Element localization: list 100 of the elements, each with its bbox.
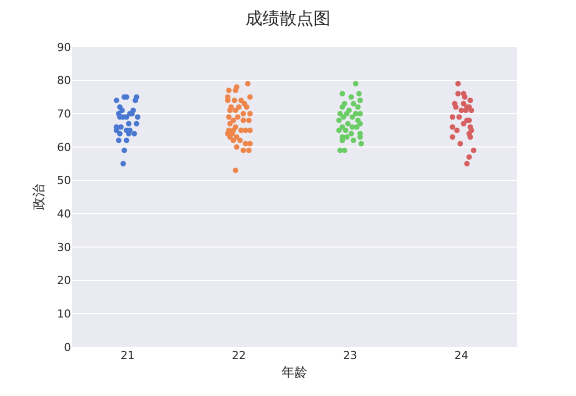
- point: [344, 110, 350, 116]
- y-tick-label: 60: [57, 140, 71, 154]
- x-tick-label: 24: [454, 349, 468, 362]
- point: [230, 118, 236, 124]
- point: [237, 138, 243, 144]
- point: [348, 94, 354, 100]
- point: [342, 128, 348, 134]
- point: [358, 140, 364, 146]
- point: [454, 128, 460, 134]
- point: [240, 148, 246, 154]
- point: [238, 98, 244, 104]
- point: [460, 120, 466, 126]
- y-tick-label: 80: [57, 74, 71, 88]
- point: [124, 138, 130, 144]
- point: [227, 120, 233, 126]
- point: [118, 124, 124, 130]
- point: [232, 88, 238, 94]
- point: [132, 98, 138, 104]
- point: [450, 114, 456, 120]
- point: [244, 104, 250, 110]
- point: [458, 108, 464, 114]
- point: [340, 114, 346, 120]
- point: [468, 134, 474, 140]
- point: [464, 160, 470, 166]
- point: [470, 148, 476, 154]
- point: [132, 130, 138, 136]
- point: [336, 128, 342, 134]
- x-tick-label: 21: [120, 349, 135, 362]
- point: [455, 90, 461, 96]
- x-tick-label: 22: [232, 349, 246, 362]
- y-tick-label: 20: [57, 274, 71, 288]
- point: [342, 148, 348, 154]
- point: [453, 104, 459, 110]
- chart-title: 成绩散点图: [246, 8, 330, 29]
- y-tick-label: 10: [57, 308, 71, 321]
- point: [226, 88, 232, 94]
- y-tick-label: 70: [57, 108, 71, 121]
- point: [450, 124, 456, 130]
- point: [463, 108, 469, 114]
- point: [235, 114, 241, 120]
- point: [336, 118, 342, 124]
- point: [240, 118, 246, 124]
- point: [232, 168, 238, 174]
- point: [345, 120, 351, 126]
- point: [350, 138, 356, 144]
- point: [450, 134, 456, 140]
- x-axis-title: 年龄: [282, 366, 308, 381]
- point: [232, 98, 238, 104]
- point: [245, 80, 251, 86]
- point: [122, 148, 128, 154]
- point: [458, 140, 464, 146]
- y-tick-label: 0: [64, 340, 71, 354]
- point: [350, 114, 356, 120]
- point: [246, 118, 252, 124]
- y-tick-label: 30: [57, 240, 71, 254]
- point: [456, 114, 462, 120]
- point: [117, 130, 123, 136]
- point: [348, 130, 354, 136]
- point: [357, 120, 363, 126]
- point: [340, 104, 346, 110]
- point: [355, 104, 361, 110]
- point: [247, 110, 253, 116]
- point: [350, 100, 356, 106]
- point: [247, 94, 253, 100]
- point: [236, 104, 242, 110]
- point: [340, 90, 346, 96]
- y-tick-label: 90: [57, 40, 71, 54]
- point: [246, 148, 252, 154]
- point: [352, 80, 358, 86]
- point: [126, 120, 132, 126]
- y-axis-title: 政治: [32, 184, 47, 210]
- point: [119, 108, 125, 114]
- y-tick-label: 50: [57, 174, 71, 188]
- point: [226, 114, 232, 120]
- point: [247, 128, 253, 134]
- point: [344, 134, 350, 140]
- point: [455, 80, 461, 86]
- point: [462, 94, 468, 100]
- point: [120, 160, 126, 166]
- point: [116, 138, 122, 144]
- point: [114, 98, 120, 104]
- point: [234, 144, 240, 150]
- point: [134, 114, 140, 120]
- y-tick-label: 40: [57, 208, 71, 221]
- point: [134, 120, 140, 126]
- point: [232, 108, 238, 114]
- point: [468, 108, 474, 114]
- point: [337, 110, 343, 116]
- point: [227, 108, 233, 114]
- point: [468, 98, 474, 104]
- point: [356, 90, 362, 96]
- point: [337, 148, 343, 154]
- point: [247, 140, 253, 146]
- point: [230, 138, 236, 144]
- point: [460, 100, 466, 106]
- x-tick-label: 23: [343, 349, 358, 362]
- point: [357, 98, 363, 104]
- point: [240, 110, 246, 116]
- point: [354, 124, 360, 130]
- point: [466, 154, 472, 160]
